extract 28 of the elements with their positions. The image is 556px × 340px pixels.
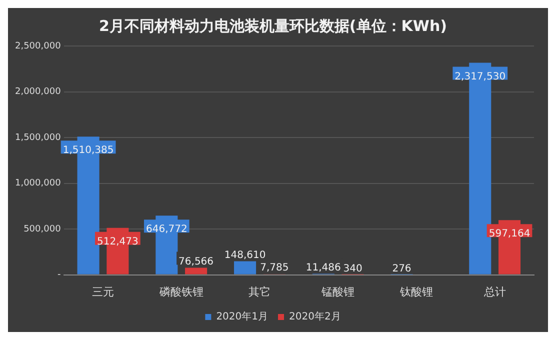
data-label: 597,164	[488, 228, 530, 240]
bar	[185, 268, 208, 274]
chart-title: 2月不同材料动力电池装机量环比数据(单位：KWh)	[99, 16, 447, 35]
x-tick-label: 锰酸锂	[320, 285, 355, 298]
data-label: 7,785	[260, 262, 289, 274]
x-tick-label: 三元	[92, 285, 114, 298]
data-label: 340	[343, 263, 362, 274]
x-tick-label: 其它	[248, 285, 271, 298]
data-label: 11,486	[306, 262, 341, 274]
data-label: 2,317,530	[454, 71, 506, 82]
y-tick-label: 2,000,000	[14, 87, 62, 98]
x-tick-label: 磷酸铁锂	[158, 285, 204, 298]
y-tick-label: 500,000	[24, 224, 62, 234]
data-label: 276	[392, 263, 412, 274]
y-tick-label: -	[58, 270, 61, 280]
data-label: 1,510,385	[62, 145, 114, 156]
legend-label: 2020年1月	[216, 310, 268, 323]
y-tick-label: 1,500,000	[14, 132, 62, 143]
x-tick-label: 总计	[482, 285, 506, 298]
data-label: 148,610	[224, 250, 266, 261]
legend-label: 2020年2月	[289, 310, 341, 323]
bar	[234, 261, 256, 274]
y-tick-label: 2,500,000	[14, 41, 62, 52]
data-label: 646,772	[146, 224, 188, 236]
x-tick-label: 钛酸锂	[398, 285, 433, 298]
data-label: 76,566	[178, 256, 214, 268]
y-tick-label: 1,000,000	[14, 178, 62, 189]
data-label: 512,473	[97, 236, 138, 248]
